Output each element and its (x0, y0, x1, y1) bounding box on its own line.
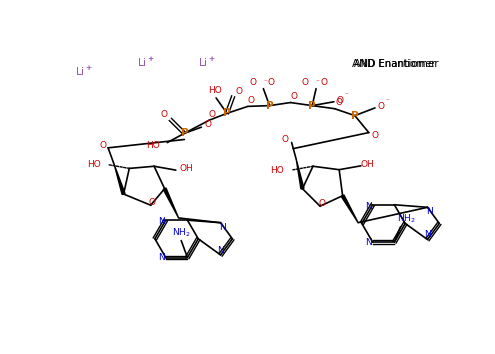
Text: O: O (282, 135, 289, 144)
Text: O: O (248, 96, 254, 105)
Text: NH$_2$: NH$_2$ (172, 227, 191, 239)
Text: O: O (204, 120, 211, 129)
Text: N: N (158, 217, 164, 226)
Text: Li$^+$: Li$^+$ (137, 56, 154, 69)
Text: AND Enantiomer: AND Enantiomer (354, 59, 436, 69)
Polygon shape (114, 165, 125, 194)
Text: O: O (335, 98, 342, 107)
Text: N: N (426, 207, 433, 216)
Text: OH: OH (180, 164, 194, 173)
Text: O: O (320, 78, 327, 87)
Text: AND Enantiomer: AND Enantiomer (352, 59, 439, 69)
Text: P: P (181, 129, 188, 138)
Text: O: O (337, 96, 344, 105)
Text: Li$^+$: Li$^+$ (75, 65, 93, 78)
Text: N: N (158, 253, 164, 262)
Text: P: P (351, 111, 359, 121)
Text: Li$^+$: Li$^+$ (75, 65, 93, 78)
Text: N: N (217, 246, 224, 255)
Text: HO: HO (270, 166, 284, 175)
Text: HO: HO (87, 160, 100, 169)
Text: NH$_2$: NH$_2$ (397, 213, 416, 225)
Text: O: O (236, 87, 243, 96)
Polygon shape (163, 188, 179, 218)
Text: HO: HO (208, 86, 221, 96)
Text: O: O (148, 198, 156, 207)
Text: P: P (266, 101, 273, 110)
Polygon shape (296, 159, 304, 189)
Text: OH: OH (360, 160, 374, 169)
Polygon shape (341, 195, 358, 223)
Text: N: N (219, 223, 226, 232)
Text: N: N (365, 202, 371, 211)
Text: Li$^+$: Li$^+$ (137, 56, 154, 69)
Text: O: O (378, 102, 385, 111)
Text: ⁻: ⁻ (386, 99, 389, 105)
Text: O: O (302, 78, 309, 87)
Text: ⁻: ⁻ (263, 80, 267, 86)
Text: O: O (209, 110, 216, 119)
Text: O: O (161, 110, 168, 119)
Text: O: O (318, 199, 325, 207)
Text: Li$^+$: Li$^+$ (198, 56, 215, 69)
Text: ⁻: ⁻ (316, 80, 319, 86)
Text: N: N (424, 230, 431, 239)
Text: O: O (100, 141, 107, 150)
Text: O: O (371, 131, 379, 140)
Text: Li$^+$: Li$^+$ (198, 56, 215, 69)
Text: O: O (268, 78, 275, 87)
Text: HO: HO (147, 141, 160, 150)
Text: P: P (223, 108, 231, 118)
Text: O: O (290, 92, 297, 101)
Text: O: O (249, 78, 256, 87)
Text: N: N (365, 238, 371, 247)
Text: ⁻: ⁻ (345, 93, 348, 99)
Text: P: P (308, 101, 316, 110)
